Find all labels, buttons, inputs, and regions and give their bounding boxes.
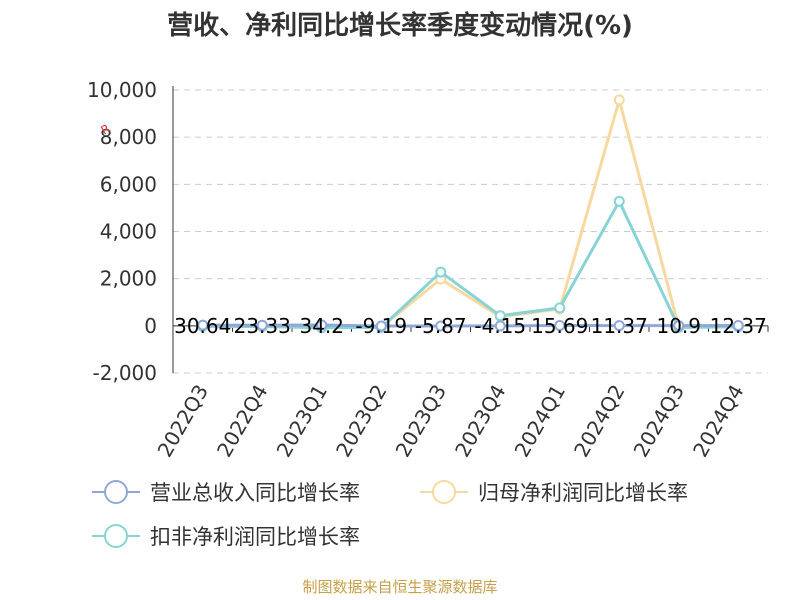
legend-item: 营业总收入同比增长率 (92, 480, 360, 505)
data-point (554, 319, 566, 331)
series-line (202, 199, 739, 330)
data-point (435, 266, 447, 278)
data-label: 23.33 (234, 314, 291, 338)
x-tick-label: 2023Q2 (331, 380, 391, 461)
chart-title: 营收、净利同比增长率季度变动情况(%) (167, 10, 633, 41)
x-axis: 2022Q3 2022Q4 2023Q1 2023Q2 2023Q3 2023Q4 2024… (153, 325, 769, 461)
data-label: 34.2 (299, 314, 344, 338)
data-label: 10.9 (656, 314, 701, 338)
data-label: 15.69 (531, 314, 588, 338)
y-tick-label: 0 (144, 314, 157, 338)
data-label: 12.37 (710, 314, 767, 338)
data-point (494, 310, 506, 322)
data-point (494, 320, 506, 332)
y-tick-label: -2,000 (93, 361, 157, 385)
x-tick-label: 2023Q3 (391, 380, 451, 461)
legend-label: 营业总收入同比增长率 (150, 481, 360, 505)
source-note: 制图数据来自恒生聚源数据库 (302, 578, 497, 596)
x-tick-label: 2022Q3 (153, 380, 213, 461)
series-layer (197, 94, 744, 334)
data-point (613, 320, 625, 332)
legend-item: 归母净利润同比增长率 (420, 480, 688, 505)
data-point (316, 319, 328, 331)
y-axis: 10,000 8,000 6,000 4,000 2,000 0 -2,000 (87, 78, 174, 385)
legend-marker (104, 480, 128, 504)
y-tick-label: 2,000 (100, 267, 157, 291)
legend-label: 归母净利润同比增长率 (478, 481, 688, 505)
data-label: 30.64 (174, 314, 231, 338)
data-point (613, 94, 625, 106)
data-point (256, 319, 268, 331)
data-point (732, 320, 744, 332)
series-line (202, 323, 739, 328)
data-label: -5.87 (415, 314, 467, 338)
y-tick-label: 8,000 (100, 125, 157, 149)
x-tick-label: 2023Q4 (450, 380, 510, 461)
x-tick-label: 2023Q1 (272, 380, 332, 461)
x-tick-label: 2024Q1 (510, 380, 570, 461)
data-labels: 30.64 23.33 34.2 -9.19 -5.87 -4.15 15.69 11.37 1… (174, 314, 767, 338)
x-tick-label: 2024Q2 (569, 380, 629, 461)
legend-label: 扣非净利润同比增长率 (150, 525, 360, 549)
legend-item: 扣非净利润同比增长率 (92, 524, 360, 549)
y-tick-label: 6,000 (100, 172, 157, 196)
data-label: 11.37 (591, 314, 648, 338)
data-point (197, 319, 209, 331)
x-tick-label: 2024Q4 (688, 380, 748, 461)
grid-lines (173, 89, 768, 374)
x-tick-label: 2022Q4 (212, 380, 272, 461)
data-point (554, 302, 566, 314)
data-point (375, 320, 387, 332)
legend-marker (432, 480, 456, 504)
y-tick-label: 4,000 (100, 220, 157, 244)
data-point (673, 320, 685, 332)
data-point (435, 320, 447, 332)
x-tick-label: 2024Q3 (629, 380, 689, 461)
data-label: -4.15 (474, 314, 526, 338)
data-label: -9.19 (355, 314, 407, 338)
data-point (613, 195, 625, 207)
legend-marker (104, 524, 128, 548)
y-tick-label: 10,000 (87, 78, 157, 102)
